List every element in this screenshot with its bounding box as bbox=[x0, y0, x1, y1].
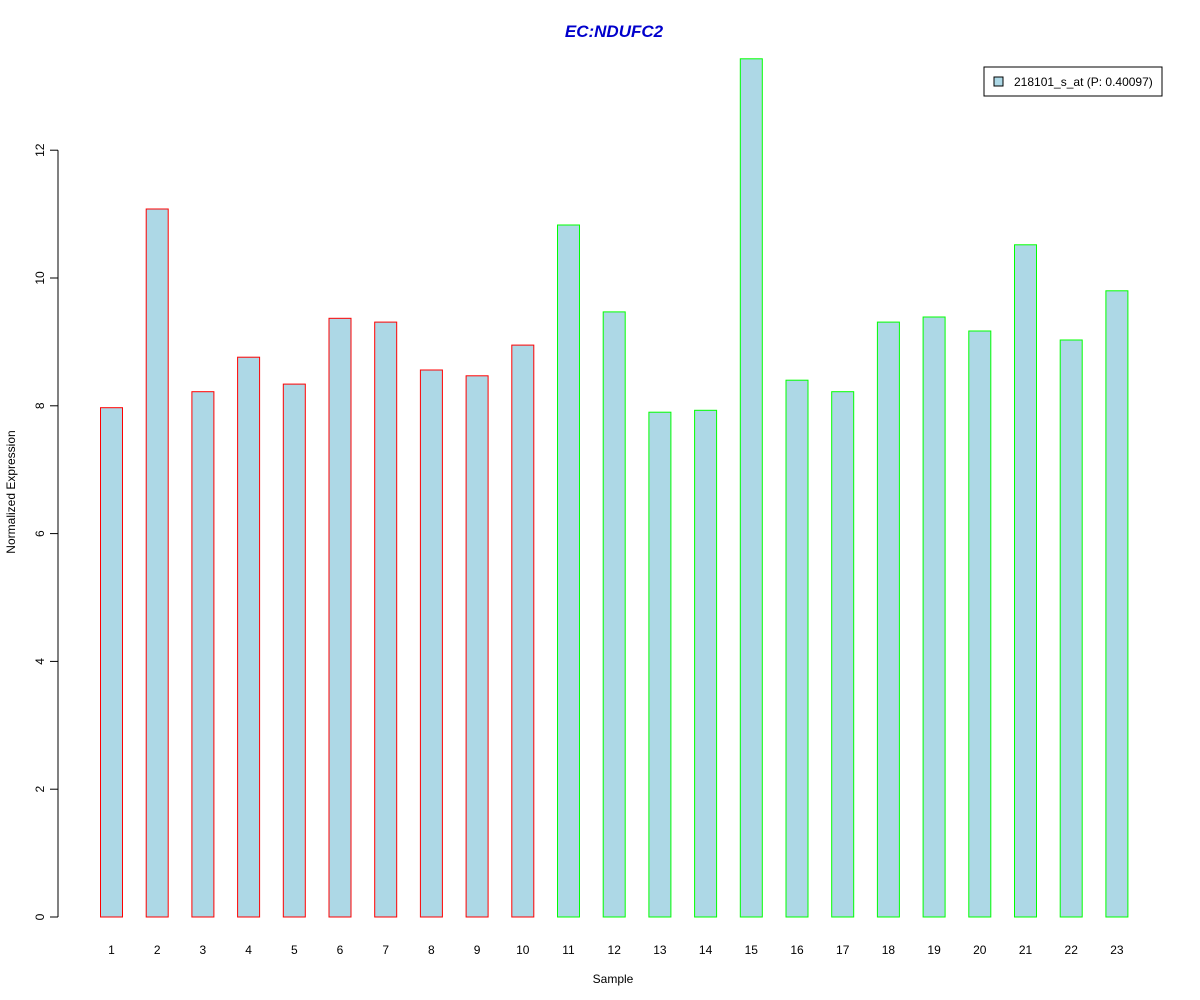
y-tick-label: 8 bbox=[33, 402, 47, 409]
x-tick-label: 15 bbox=[745, 943, 759, 957]
bar-sample-10 bbox=[511, 344, 535, 918]
bar-sample-12 bbox=[602, 311, 626, 918]
bar-sample-15 bbox=[739, 58, 763, 918]
x-tick-label: 16 bbox=[790, 943, 804, 957]
y-tick-label: 6 bbox=[33, 530, 47, 537]
x-tick-label: 5 bbox=[291, 943, 298, 957]
bar-sample-14 bbox=[694, 409, 718, 918]
x-tick-label: 22 bbox=[1065, 943, 1079, 957]
y-tick-label: 10 bbox=[33, 271, 47, 285]
x-tick-label: 8 bbox=[428, 943, 435, 957]
x-tick-label: 9 bbox=[474, 943, 481, 957]
x-tick-label: 21 bbox=[1019, 943, 1033, 957]
x-tick-label: 18 bbox=[882, 943, 896, 957]
x-tick-label: 3 bbox=[200, 943, 207, 957]
bar-sample-6 bbox=[328, 317, 352, 918]
bar-sample-11 bbox=[557, 224, 580, 918]
y-tick-label: 0 bbox=[33, 913, 47, 920]
y-axis: 0 2 4 6 8 10 12 bbox=[33, 143, 59, 920]
x-tick-label: 20 bbox=[973, 943, 987, 957]
bars-group bbox=[100, 58, 1129, 918]
y-axis-label: Normalized Expression bbox=[4, 430, 18, 553]
x-tick-label: 12 bbox=[608, 943, 622, 957]
bar-sample-22 bbox=[1059, 339, 1083, 918]
x-tick-label: 19 bbox=[927, 943, 941, 957]
x-tick-label: 1 bbox=[108, 943, 115, 957]
x-tick-label: 4 bbox=[245, 943, 252, 957]
bar-sample-1 bbox=[100, 407, 123, 918]
bar-sample-7 bbox=[374, 321, 398, 918]
bar-sample-8 bbox=[419, 369, 443, 918]
bar-sample-16 bbox=[785, 379, 809, 918]
x-axis-label: Sample bbox=[593, 972, 634, 986]
bar-sample-20 bbox=[968, 330, 992, 918]
chart-title: EC:NDUFC2 bbox=[565, 22, 664, 41]
x-tick-label: 17 bbox=[836, 943, 850, 957]
x-tick-label: 11 bbox=[562, 943, 575, 957]
bar-sample-21 bbox=[1014, 244, 1037, 918]
legend-swatch bbox=[993, 76, 1004, 87]
legend: 218101_s_at (P: 0.40097) bbox=[983, 66, 1163, 97]
x-tick-label: 23 bbox=[1110, 943, 1124, 957]
bar-sample-3 bbox=[191, 391, 215, 918]
bar-sample-18 bbox=[876, 321, 900, 918]
x-tick-label: 13 bbox=[653, 943, 667, 957]
x-tick-label: 6 bbox=[337, 943, 344, 957]
bar-sample-2 bbox=[145, 208, 169, 918]
y-tick-label: 4 bbox=[33, 658, 47, 665]
x-tick-label: 10 bbox=[516, 943, 530, 957]
x-tick-labels: 1 2 3 4 5 6 7 8 9 10 11 12 13 14 15 16 17 18 19 20 21 22 23 bbox=[108, 943, 1124, 957]
x-tick-label: 2 bbox=[154, 943, 161, 957]
bar-sample-13 bbox=[648, 411, 672, 918]
bar-sample-5 bbox=[282, 383, 306, 918]
bar-sample-23 bbox=[1105, 290, 1129, 918]
bar-sample-19 bbox=[922, 316, 946, 918]
bar-sample-17 bbox=[831, 391, 855, 918]
x-tick-label: 7 bbox=[382, 943, 389, 957]
bar-sample-4 bbox=[237, 356, 261, 918]
y-tick-label: 2 bbox=[33, 786, 47, 793]
legend-box bbox=[983, 66, 1163, 97]
legend-label: 218101_s_at (P: 0.40097) bbox=[1014, 75, 1153, 89]
bar-sample-9 bbox=[465, 375, 489, 918]
y-tick-label: 12 bbox=[33, 143, 47, 157]
x-tick-label: 14 bbox=[699, 943, 713, 957]
